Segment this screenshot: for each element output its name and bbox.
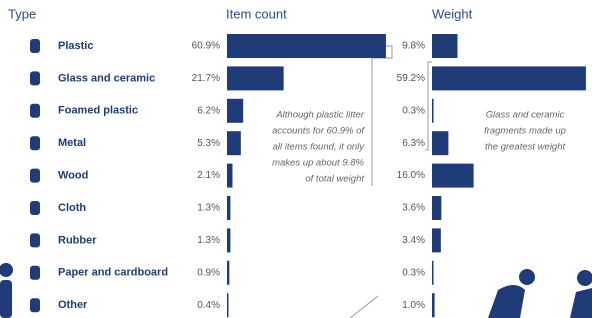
category-icon [30, 39, 40, 53]
value-label: 2.1% [197, 170, 220, 181]
bar [227, 131, 241, 155]
bar [227, 196, 230, 220]
category-label: Plastic [58, 40, 93, 52]
category-icon [30, 104, 40, 118]
figure [570, 288, 592, 318]
category-label: Cloth [58, 202, 86, 214]
category-icon [30, 136, 40, 150]
bar [227, 99, 243, 123]
value-label: 9.8% [402, 41, 425, 52]
value-label: 1.3% [197, 235, 220, 246]
bar [227, 261, 229, 285]
bar [227, 34, 386, 58]
figure [488, 285, 525, 318]
value-label: 6.3% [402, 138, 425, 149]
annotation: of total weight [305, 174, 364, 185]
value-label: 3.6% [402, 203, 425, 214]
value-label: 16.0% [397, 170, 425, 181]
bar [227, 164, 232, 188]
annotation: fragments made up [484, 126, 566, 137]
bar [432, 34, 457, 58]
bar [227, 66, 284, 90]
figure [0, 263, 13, 277]
annotation: all items found, it only [273, 142, 366, 153]
value-label: 1.3% [197, 203, 220, 214]
series-header: Item count [226, 6, 287, 21]
annotation: Although plastic litter [275, 110, 364, 121]
value-label: 3.4% [402, 235, 425, 246]
figure [577, 270, 592, 286]
category-icon [30, 71, 40, 85]
value-label: 21.7% [192, 73, 220, 84]
category-label: Metal [58, 137, 86, 149]
category-icon [30, 169, 40, 183]
value-label: 5.3% [197, 138, 220, 149]
category-label: Other [58, 299, 88, 311]
decor-line [350, 296, 378, 318]
category-icon [30, 233, 40, 247]
bar [432, 228, 441, 252]
value-label: 0.3% [402, 105, 425, 116]
value-label: 1.0% [402, 300, 425, 311]
category-label: Rubber [58, 234, 97, 246]
bar [432, 66, 586, 90]
figure [519, 269, 535, 285]
annotation: makes up about 9.8% [272, 158, 364, 169]
bracket-line [372, 46, 392, 186]
value-label: 6.2% [197, 105, 220, 116]
bar [227, 293, 229, 317]
value-label: 0.3% [402, 267, 425, 278]
category-icon [30, 266, 40, 280]
annotation: the greatest weight [485, 142, 566, 153]
category-label: Paper and cardboard [58, 267, 168, 279]
category-label: Glass and ceramic [58, 72, 155, 84]
bar [432, 261, 434, 285]
annotation: accounts for 60.9% of [272, 126, 365, 137]
category-label: Foamed plastic [58, 105, 138, 117]
annotation: Glass and ceramic [486, 110, 565, 121]
category-icon [30, 298, 40, 312]
chart: Type Item count Weight Plastic 60.9% 9.8% G… [0, 0, 592, 318]
bar [227, 228, 230, 252]
value-label: 59.2% [397, 73, 425, 84]
value-label: 60.9% [192, 41, 220, 52]
figure [0, 280, 12, 318]
category-icon [30, 201, 40, 215]
bar [432, 196, 441, 220]
value-label: 0.9% [197, 267, 220, 278]
category-label: Wood [58, 170, 88, 182]
bar [432, 164, 474, 188]
bracket-line [425, 62, 432, 150]
value-label: 0.4% [197, 300, 220, 311]
bar [432, 293, 435, 317]
series-header: Weight [432, 6, 473, 21]
category-header: Type [8, 6, 36, 21]
bar [432, 131, 448, 155]
bar [432, 99, 434, 123]
